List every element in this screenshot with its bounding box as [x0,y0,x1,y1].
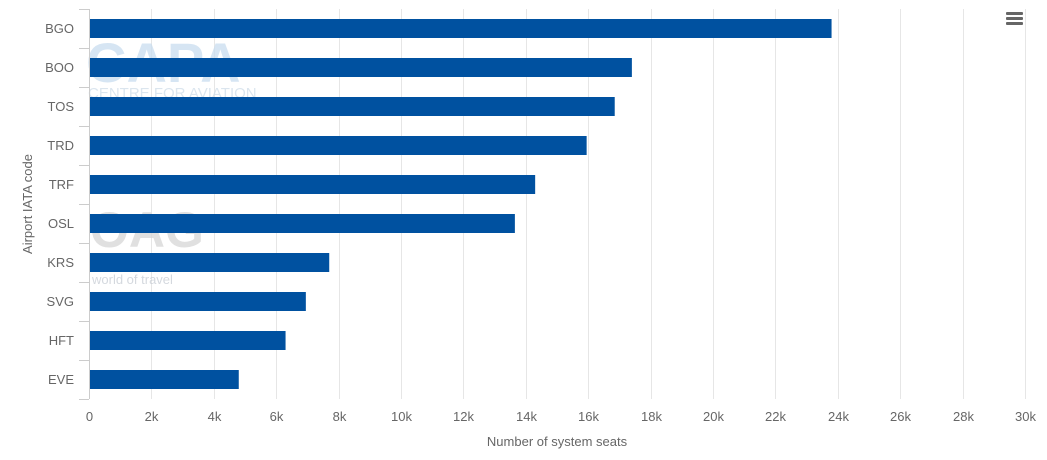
y-tick-label: BGO [45,21,74,36]
bars [90,19,832,389]
bar[interactable] [90,97,615,116]
bar[interactable] [90,136,587,155]
x-tick-label: 10k [391,409,412,424]
x-tick-label: 18k [641,409,662,424]
x-tick-label: 22k [765,409,786,424]
x-tick-label: 6k [270,409,284,424]
bar[interactable] [90,58,632,77]
hamburger-menu-icon-line [1005,17,1023,20]
y-tick-label: KRS [47,255,74,270]
oag-watermark-subtitle: world of travel [91,272,173,287]
x-tick-label: 30k [1015,409,1036,424]
x-tick-label: 20k [703,409,724,424]
bar[interactable] [90,175,536,194]
x-tick-label: 12k [453,409,474,424]
bar[interactable] [90,19,832,38]
bar[interactable] [90,253,330,272]
axes: 0 2k 4k 6k 8k 10k 12k 14k 16k 18k 20k 22k 24k 26k 28k 3… [45,9,1036,424]
y-tick-label: HFT [49,333,74,348]
y-axis-title: Airport IATA code [20,154,35,254]
x-tick-label: 2k [145,409,159,424]
y-tick-label: TOS [48,99,75,114]
x-tick-label: 14k [516,409,537,424]
bar[interactable] [90,292,306,311]
x-tick-label: 24k [828,409,849,424]
x-axis-title: Number of system seats [487,434,628,449]
bar[interactable] [90,370,239,389]
x-tick-label: 28k [953,409,974,424]
hamburger-menu-icon-line [1005,22,1023,25]
x-tick-label: 16k [578,409,599,424]
y-tick-label: TRF [49,177,74,192]
y-tick-label: TRD [47,138,74,153]
x-tick-label: 0 [86,409,93,424]
chart-menu-button[interactable] [1001,10,1027,32]
x-tick-label: 8k [333,409,347,424]
x-tick-label: 4k [208,409,222,424]
bar[interactable] [90,214,515,233]
bar[interactable] [90,331,286,350]
hamburger-menu-icon [1005,12,1023,15]
y-tick-label: SVG [47,294,74,309]
y-tick-label: EVE [48,372,74,387]
y-tick-label: BOO [45,60,74,75]
y-tick-label: OSL [48,216,74,231]
x-tick-label: 26k [890,409,911,424]
